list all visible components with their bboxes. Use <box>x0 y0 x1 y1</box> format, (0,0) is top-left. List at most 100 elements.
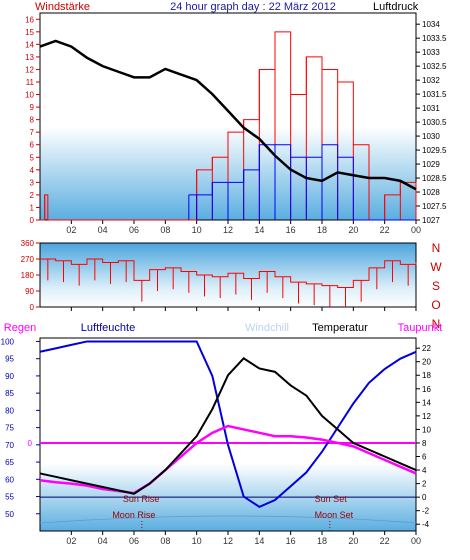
compass-label: N <box>432 241 441 255</box>
x-tick-label: 10 <box>192 536 202 546</box>
y-tick-label-right: 1029 <box>422 160 440 169</box>
x-tick-label: 20 <box>348 536 358 546</box>
y-tick-label-right: 1032.5 <box>422 62 447 71</box>
x-tick-label: 16 <box>286 225 296 235</box>
temp-tick-label: 20 <box>422 358 431 367</box>
x-tick-label: 02 <box>66 536 76 546</box>
legend-label: Temperatur <box>312 322 368 334</box>
y-tick-label-right: 1031.5 <box>422 90 447 99</box>
x-tick-label: 06 <box>129 225 139 235</box>
y-tick-label-left: 2 <box>30 191 35 200</box>
humidity-tick-label: 55 <box>5 493 14 502</box>
temp-tick-label: 4 <box>422 466 427 475</box>
y-tick-label-left: 12 <box>25 65 34 74</box>
wind-direction-line <box>40 258 417 288</box>
x-tick-label: 12 <box>223 225 233 235</box>
x-tick-label: 04 <box>98 225 108 235</box>
y-tick-label-left: 7 <box>30 128 35 137</box>
x-tick-label: 08 <box>160 225 170 235</box>
x-tick-label: 04 <box>98 536 108 546</box>
temp-tick-label: 12 <box>422 412 431 421</box>
y-tick-label-left: 15 <box>25 28 34 37</box>
temp-tick-label: 22 <box>422 344 431 353</box>
temp-tick-label: 6 <box>422 453 427 462</box>
y-tick-label-right: 1030 <box>422 132 440 141</box>
y-tick-label-right: 1027 <box>422 216 440 225</box>
y-tick-label-left: 11 <box>26 78 35 87</box>
temp-tick-label: 0 <box>422 493 427 502</box>
y-tick-label-left: 14 <box>25 40 34 49</box>
y-tick-label-left: 8 <box>30 116 35 125</box>
x-tick-label: 22 <box>380 536 390 546</box>
wind-gust-line <box>188 144 416 221</box>
humidity-tick-label: 85 <box>5 389 14 398</box>
x-tick-label: 12 <box>223 536 233 546</box>
moon-rise-label: Moon Rise <box>112 510 155 520</box>
legend-label: Windchill <box>245 322 289 334</box>
y-tick-label-right: 1033 <box>422 48 440 57</box>
compass-label: S <box>432 279 440 293</box>
y-tick-label-right: 1028.5 <box>422 174 447 183</box>
y-tick-label-right: 1033.5 <box>422 34 447 43</box>
x-tick-label: 06 <box>129 536 139 546</box>
series-layer <box>39 31 417 531</box>
x-tick-label: 18 <box>317 225 327 235</box>
x-tick-label: 10 <box>192 225 202 235</box>
y-tick-label-left: 6 <box>30 141 35 150</box>
legend-label: Taupunkt <box>398 322 443 334</box>
legend-label: Regen <box>4 322 36 334</box>
y-tick-label-left: 1 <box>30 203 35 212</box>
moon-arc <box>39 515 417 524</box>
humidity-tick-label: 75 <box>5 424 14 433</box>
y-tick-label-right: 1028 <box>422 188 440 197</box>
temp-tick-label: 14 <box>422 398 431 407</box>
axes-layer <box>36 18 420 535</box>
y-tick-label-right: 1032 <box>422 76 440 85</box>
y-tick-label-left: 3 <box>30 178 35 187</box>
header-title: 24 hour graph day : 22 März 2012 <box>170 1 336 13</box>
temp-tick-label: 10 <box>422 425 431 434</box>
compass-label: N <box>432 317 441 331</box>
header-right-label: Luftdruck <box>373 1 419 13</box>
humidity-line <box>39 340 417 509</box>
moon-set-label: Moon Set <box>315 510 354 520</box>
y-tick-label-right: 1029.5 <box>422 146 447 155</box>
dir-tick-label: 270 <box>21 255 35 264</box>
temp-tick-label: 8 <box>422 439 427 448</box>
y-tick-label-right: 1030.5 <box>422 118 447 127</box>
temp-tick-label: 2 <box>422 480 427 489</box>
humidity-tick-label: 70 <box>5 441 14 450</box>
compass-label: O <box>431 298 440 312</box>
sun-set-label: Sun Set <box>315 494 348 504</box>
x-tick-label: 14 <box>254 536 264 546</box>
y-tick-label-left: 10 <box>25 91 34 100</box>
legend-label: Luftfeuchte <box>81 322 135 334</box>
humidity-tick-label: 50 <box>5 510 14 519</box>
temperature-line <box>39 357 417 495</box>
humidity-tick-label: 100 <box>1 337 15 346</box>
y-tick-label-right: 1027.5 <box>422 202 447 211</box>
y-tick-label-left: 4 <box>30 166 35 175</box>
temp-tick-label: -2 <box>422 507 430 516</box>
temp-tick-label: 18 <box>422 371 431 380</box>
x-tick-label: 20 <box>348 225 358 235</box>
temp-tick-label: -4 <box>422 520 430 529</box>
pressure-line <box>39 39 417 191</box>
temp-tick-label: 16 <box>422 385 431 394</box>
x-tick-label: 16 <box>286 536 296 546</box>
dir-tick-label: 180 <box>21 271 35 280</box>
compass-label: W <box>430 260 442 274</box>
dewpoint-line <box>39 424 417 495</box>
humidity-tick-label: 95 <box>5 355 14 364</box>
humidity-tick-label: 80 <box>5 406 14 415</box>
x-tick-label: 00 <box>411 225 421 235</box>
x-tick-label: 18 <box>317 536 327 546</box>
y-tick-label-left: 5 <box>30 153 35 162</box>
x-tick-label: 22 <box>380 225 390 235</box>
y-tick-label-left: 9 <box>30 103 35 112</box>
sun-rise-label: Sun Rise <box>123 494 160 504</box>
x-tick-label: 02 <box>66 225 76 235</box>
